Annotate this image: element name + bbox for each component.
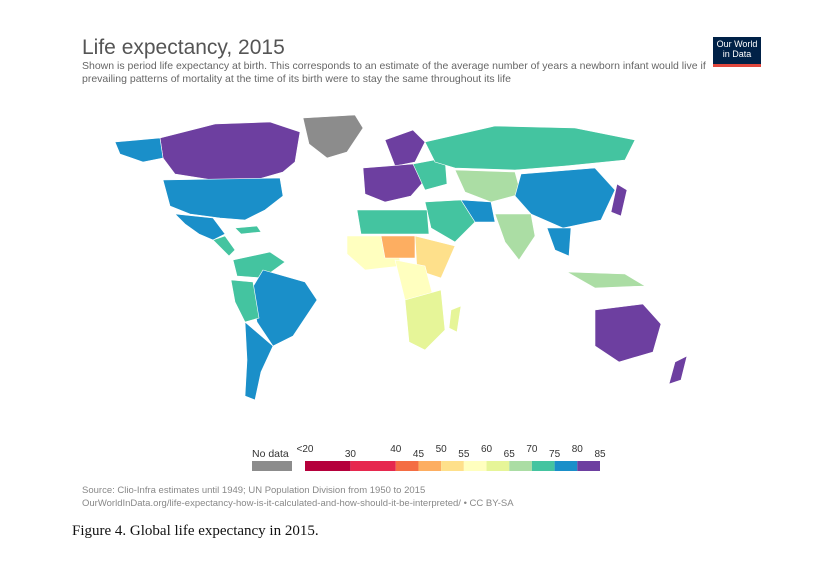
legend-bin-50-55[interactable] — [441, 461, 464, 471]
region-central-asia[interactable] — [454, 169, 522, 203]
legend-tick-label: <20 — [297, 444, 314, 455]
legend-tick-label: 65 — [504, 449, 516, 460]
region-russia[interactable] — [424, 125, 636, 171]
legend-bin-40-45[interactable] — [395, 461, 419, 471]
chart-title: Life expectancy, 2015 — [82, 36, 285, 59]
region-usa[interactable] — [162, 177, 284, 221]
region-indonesia[interactable] — [566, 271, 647, 289]
region-caribbean[interactable] — [234, 225, 262, 235]
legend-bin-80-85[interactable] — [577, 461, 600, 471]
source-line-1: Source: Clio-Infra estimates until 1949;… — [82, 485, 426, 496]
region-peru-bolivia[interactable] — [230, 279, 260, 323]
legend-bin-65-70[interactable] — [509, 461, 532, 471]
region-madagascar[interactable] — [448, 305, 462, 333]
region-iran[interactable] — [460, 199, 496, 223]
legend-tick-label: 85 — [594, 449, 606, 460]
legend-tick-label: 50 — [436, 444, 448, 455]
region-north-africa[interactable] — [356, 209, 430, 235]
region-greenland[interactable] — [302, 114, 364, 159]
region-new-zealand[interactable] — [668, 355, 688, 385]
legend-tick-label: 70 — [526, 444, 538, 455]
legend-bin-55-60[interactable] — [463, 461, 487, 471]
world-map — [114, 114, 688, 401]
region-brazil[interactable] — [250, 269, 318, 347]
owid-logo[interactable]: Our World in Data — [713, 37, 761, 67]
source-line-2[interactable]: OurWorldInData.org/life-expectancy-how-i… — [82, 498, 514, 509]
legend-color-scale: <20 40 50 60 70 80 30 45 55 65 75 85 — [297, 444, 606, 471]
legend-no-data-label: No data — [252, 448, 289, 460]
legend-bin-20-30[interactable] — [305, 461, 351, 471]
chart-subtitle: Shown is period life expectancy at birth… — [82, 60, 706, 85]
region-sahel[interactable] — [380, 235, 416, 259]
region-middle-east[interactable] — [424, 199, 476, 243]
region-india[interactable] — [494, 213, 536, 261]
legend-tick-label: 30 — [345, 449, 357, 460]
region-canada[interactable] — [159, 121, 301, 181]
region-southeast-asia[interactable] — [546, 227, 572, 257]
logo-line-1: Our World — [716, 39, 758, 49]
figure-caption: Figure 4. Global life expectancy in 2015… — [72, 523, 319, 539]
source-note: Source: Clio-Infra estimates until 1949;… — [82, 484, 514, 510]
region-scandinavia[interactable] — [384, 129, 426, 167]
legend-tick-label: 75 — [549, 449, 561, 460]
region-southern-africa[interactable] — [404, 289, 446, 351]
region-southern-cone[interactable] — [244, 321, 274, 401]
legend-tick-label: 60 — [481, 444, 493, 455]
legend-no-data-swatch[interactable] — [252, 461, 292, 471]
legend-tick-label: 40 — [390, 444, 402, 455]
legend-bin-75-80[interactable] — [554, 461, 578, 471]
region-northern-south-america[interactable] — [232, 251, 286, 279]
legend-tick-label: 80 — [572, 444, 584, 455]
region-central-america[interactable] — [212, 235, 236, 257]
region-japan[interactable] — [610, 183, 628, 217]
region-australia[interactable] — [594, 303, 662, 363]
logo-line-2: in Data — [722, 49, 752, 59]
legend-bin-30-40[interactable] — [350, 461, 396, 471]
legend-bin-60-65[interactable] — [486, 461, 510, 471]
legend-tick-label: 55 — [458, 449, 470, 460]
region-alaska[interactable] — [114, 137, 164, 163]
legend-tick-label: 45 — [413, 449, 425, 460]
legend-bin-70-75[interactable] — [531, 461, 555, 471]
region-china[interactable] — [514, 167, 616, 229]
legend-bin-45-50[interactable] — [418, 461, 442, 471]
